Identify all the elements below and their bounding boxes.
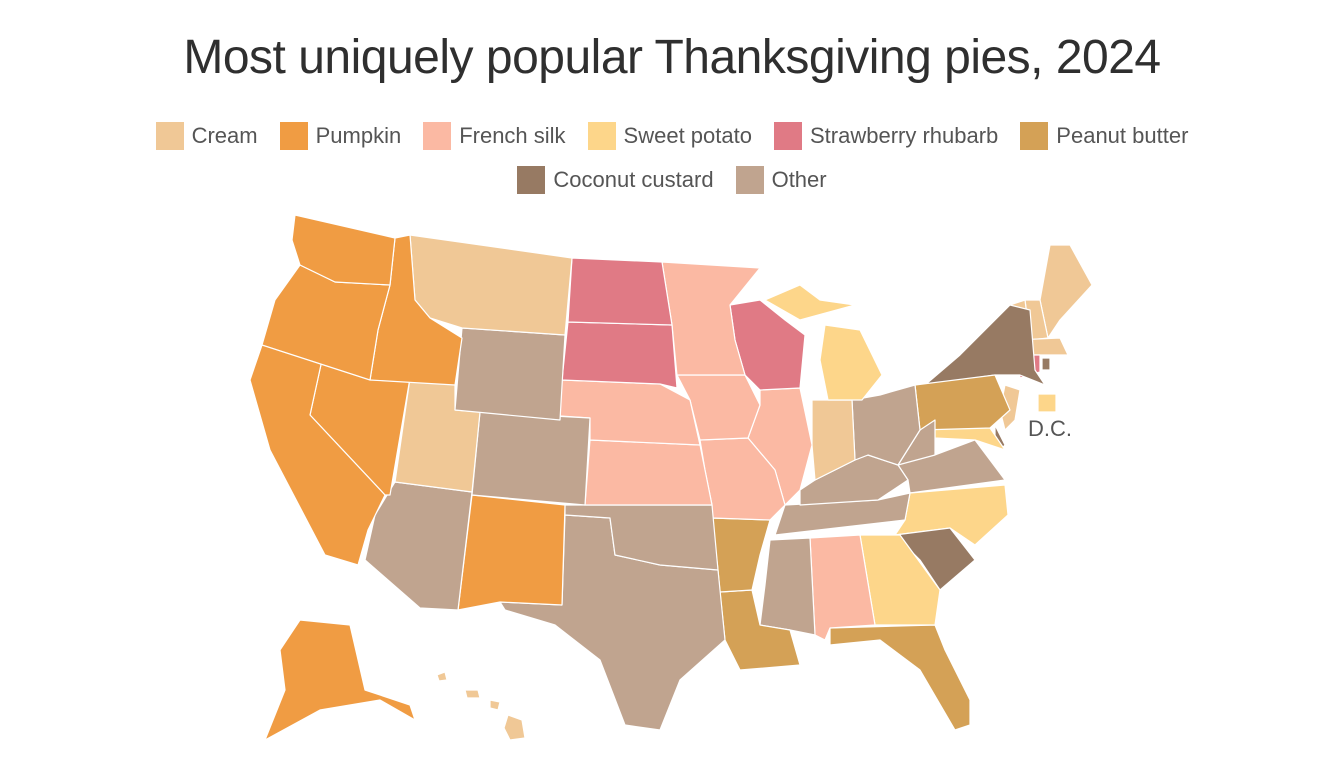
state	[1037, 393, 1057, 413]
legend-label: Coconut custard	[553, 167, 714, 192]
state	[851, 384, 921, 466]
state	[436, 671, 448, 682]
state	[924, 304, 1046, 386]
legend-label: Other	[771, 167, 827, 192]
legend-item: Peanut butter	[1020, 122, 1188, 150]
legend-swatch	[587, 122, 616, 150]
state	[457, 494, 566, 611]
legend-item: Pumpkin	[279, 122, 402, 150]
state	[291, 214, 396, 286]
state	[503, 714, 526, 741]
state	[759, 537, 816, 636]
legend-swatch	[735, 166, 764, 194]
legend-swatch	[1020, 122, 1049, 150]
legend-label: French silk	[459, 123, 566, 148]
title: Most uniquely popular Thanksgiving pies,…	[183, 31, 1161, 84]
state	[264, 619, 416, 741]
state	[471, 411, 591, 506]
state	[564, 504, 719, 571]
state	[464, 689, 481, 699]
legend-item: Strawberry rhubarb	[773, 122, 999, 150]
legend-label: Strawberry rhubarb	[809, 123, 999, 148]
state	[819, 324, 883, 401]
dc-label: D.C.	[1028, 416, 1072, 441]
state	[894, 484, 1009, 546]
legend-label: Cream	[191, 123, 258, 148]
state	[489, 699, 501, 711]
legend-item: Other	[735, 166, 827, 194]
state	[764, 284, 856, 321]
legend: Cream Pumpkin French silk Sweet potato Straw…	[100, 122, 1244, 194]
state	[1041, 357, 1051, 371]
legend-swatch	[279, 122, 308, 150]
state	[249, 344, 386, 566]
legend-item: Cream	[155, 122, 258, 150]
state	[829, 624, 971, 731]
state	[711, 517, 771, 593]
legend-item: Coconut custard	[517, 166, 714, 194]
legend-swatch	[773, 122, 802, 150]
state	[561, 321, 678, 389]
state	[454, 327, 566, 421]
legend-label: Peanut butter	[1056, 123, 1189, 148]
legend-label: Pumpkin	[315, 123, 402, 148]
state	[584, 439, 713, 506]
legend-swatch	[517, 166, 546, 194]
state	[719, 589, 801, 671]
state	[567, 257, 673, 326]
legend-swatch	[423, 122, 452, 150]
state	[914, 374, 1011, 431]
state	[1039, 244, 1093, 339]
legend-swatch	[155, 122, 184, 150]
legend-item: Sweet potato	[587, 122, 752, 150]
legend-label: Sweet potato	[623, 123, 752, 148]
legend-item: French silk	[423, 122, 566, 150]
